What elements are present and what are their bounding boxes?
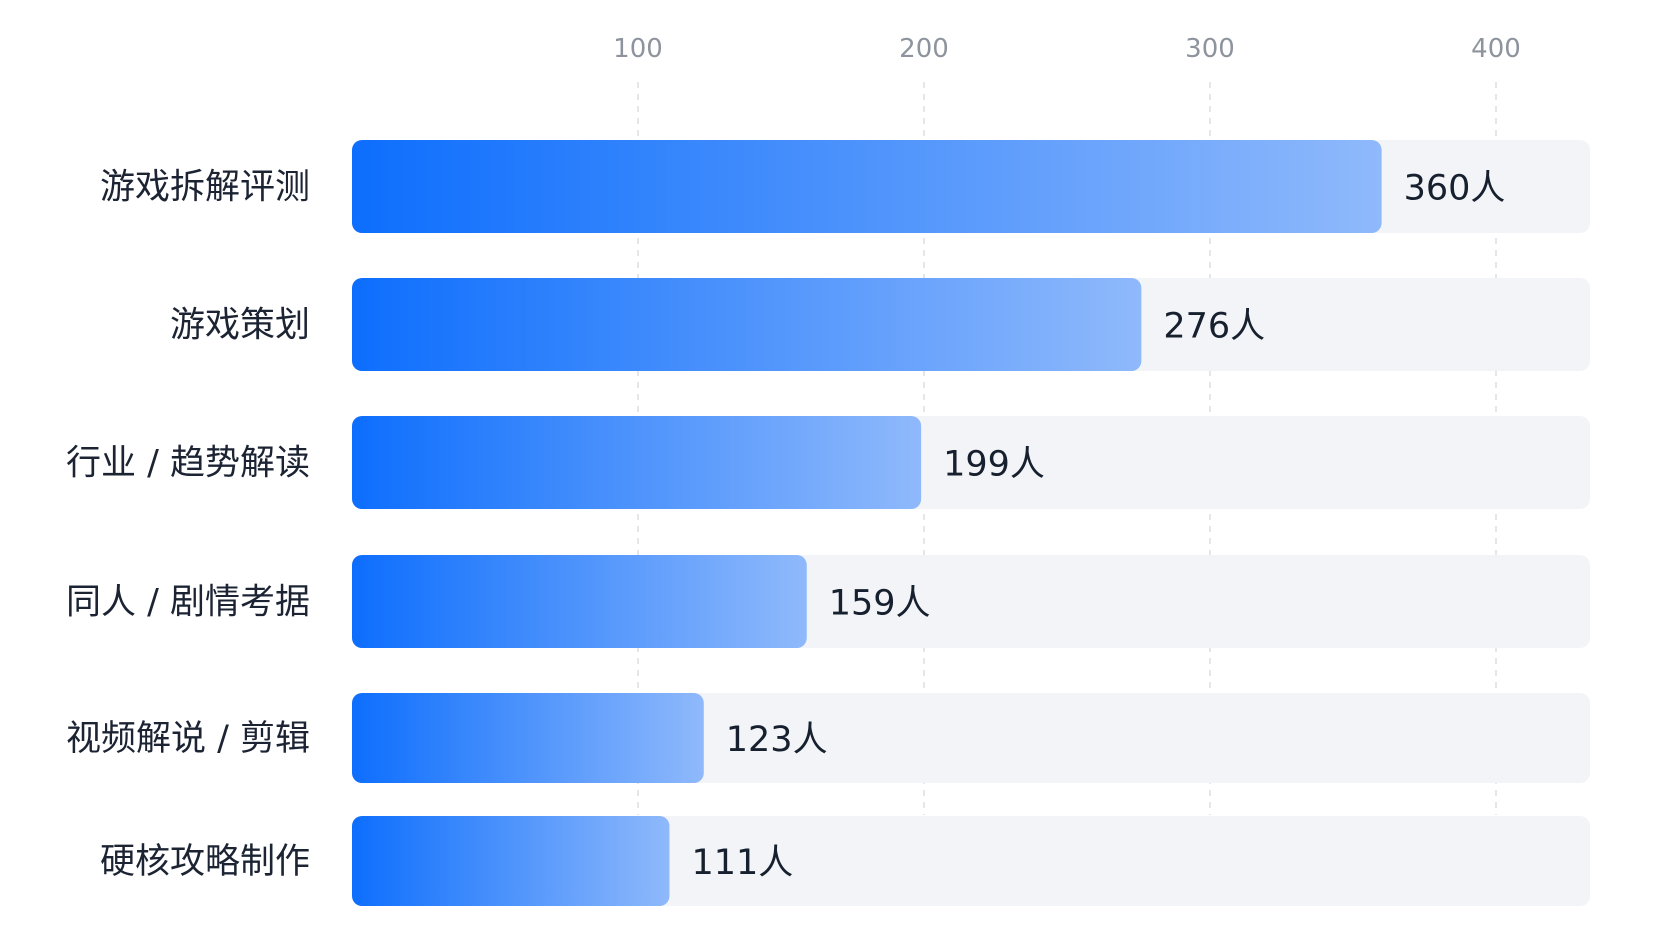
bar-2 [352, 416, 922, 509]
x-axis-ticks: 100 200 300 400 [613, 34, 1521, 64]
category-label: 游戏拆解评测 [100, 168, 310, 208]
value-label: 276人 [1163, 307, 1265, 347]
bar-0 [352, 140, 1382, 233]
value-label: 111人 [691, 843, 793, 883]
x-tick-label: 200 [899, 34, 949, 64]
category-label: 视频解说 / 剪辑 [66, 719, 310, 759]
value-label: 360人 [1404, 169, 1506, 209]
bar-4 [352, 693, 704, 783]
x-tick-label: 100 [613, 34, 663, 64]
value-labels: 360人 276人 199人 159人 123人 111人 [691, 169, 1505, 884]
category-label: 同人 / 剧情考据 [66, 583, 310, 623]
category-label: 行业 / 趋势解读 [66, 444, 310, 484]
value-label: 123人 [726, 720, 828, 760]
bar-1 [352, 278, 1142, 371]
bar-3 [352, 555, 807, 648]
category-label: 游戏策划 [170, 306, 310, 346]
value-label: 199人 [943, 445, 1045, 485]
value-label: 159人 [829, 584, 931, 624]
bar-5 [352, 816, 670, 906]
category-label: 硬核攻略制作 [100, 842, 310, 882]
x-tick-label: 300 [1185, 34, 1235, 64]
x-tick-label: 400 [1471, 34, 1521, 64]
bars [352, 140, 1382, 906]
bar-tracks [352, 140, 1590, 906]
